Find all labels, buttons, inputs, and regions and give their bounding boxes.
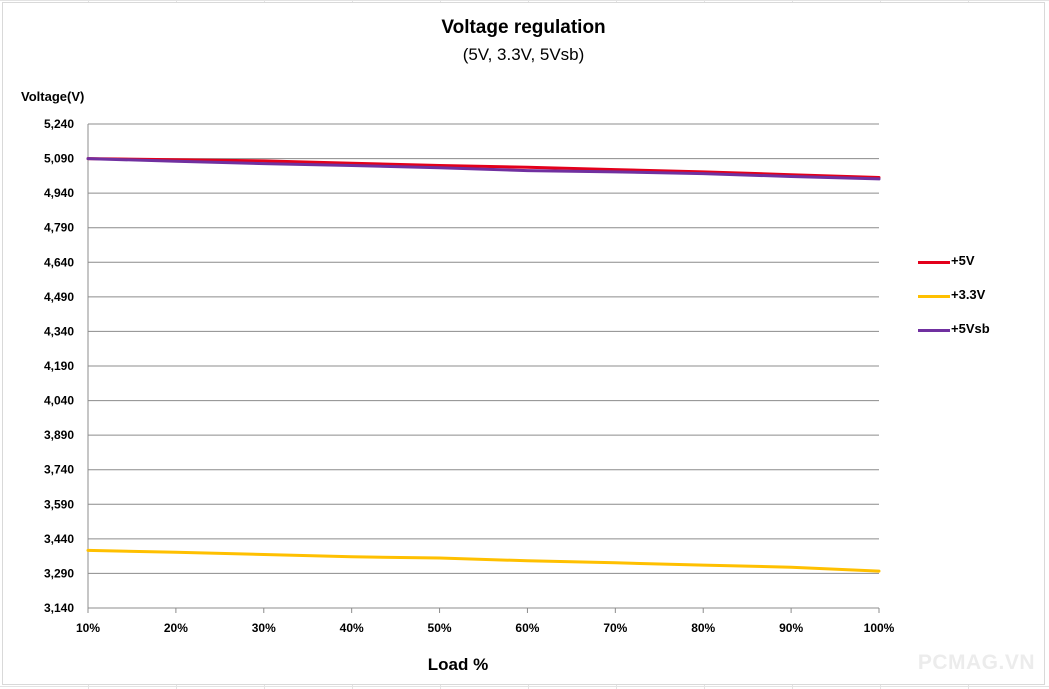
- x-tick-label: 50%: [428, 621, 452, 635]
- x-tick-label: 10%: [76, 621, 100, 635]
- y-tick-label: 3,290: [44, 566, 74, 580]
- y-tick-label: 3,140: [44, 601, 74, 615]
- legend-swatch: [918, 329, 950, 332]
- y-tick-label: 4,190: [44, 359, 74, 373]
- legend-swatch: [918, 261, 950, 264]
- y-tick-label: 4,640: [44, 255, 74, 269]
- legend-label: +3.3V: [951, 287, 986, 302]
- series-line-33v: [86, 548, 881, 573]
- y-tick-label: 3,590: [44, 497, 74, 511]
- chart-subtitle: (5V, 3.3V, 5Vsb): [462, 45, 585, 64]
- y-tick-label: 5,090: [44, 152, 74, 166]
- y-tick-label: 4,940: [44, 186, 74, 200]
- legend-label: +5V: [951, 253, 975, 268]
- sheet-gridline: [0, 686, 1049, 687]
- x-tick-label: 70%: [603, 621, 627, 635]
- x-tick-label: 30%: [252, 621, 276, 635]
- x-axis-label: Load %: [427, 655, 489, 674]
- legend-swatch: [918, 295, 950, 298]
- y-axis-label: Voltage(V): [21, 89, 85, 104]
- y-tick-label: 4,790: [44, 221, 74, 235]
- legend-label: +5Vsb: [951, 321, 990, 336]
- series-line-5vsb: [86, 157, 881, 181]
- y-tick-label: 3,740: [44, 463, 74, 477]
- y-tick-label: 4,490: [44, 290, 74, 304]
- x-tick-label: 90%: [779, 621, 803, 635]
- x-tick-label: 80%: [691, 621, 715, 635]
- watermark: PCMAG.VN: [917, 651, 1035, 674]
- chart-title: Voltage regulation: [441, 17, 606, 38]
- y-tick-label: 4,040: [44, 394, 74, 408]
- x-tick-label: 100%: [864, 621, 895, 635]
- y-tick-label: 4,340: [44, 324, 74, 338]
- x-tick-label: 40%: [340, 621, 364, 635]
- x-tick-label: 20%: [164, 621, 188, 635]
- y-tick-label: 5,240: [44, 117, 74, 131]
- series-line-5v: [86, 157, 881, 179]
- sheet-gridline: [0, 0, 1049, 1]
- y-tick-label: 3,440: [44, 532, 74, 546]
- x-tick-label: 60%: [515, 621, 539, 635]
- y-tick-label: 3,890: [44, 428, 74, 442]
